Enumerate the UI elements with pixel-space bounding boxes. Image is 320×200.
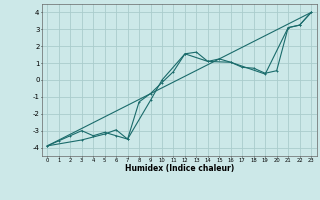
X-axis label: Humidex (Indice chaleur): Humidex (Indice chaleur) [124,164,234,173]
